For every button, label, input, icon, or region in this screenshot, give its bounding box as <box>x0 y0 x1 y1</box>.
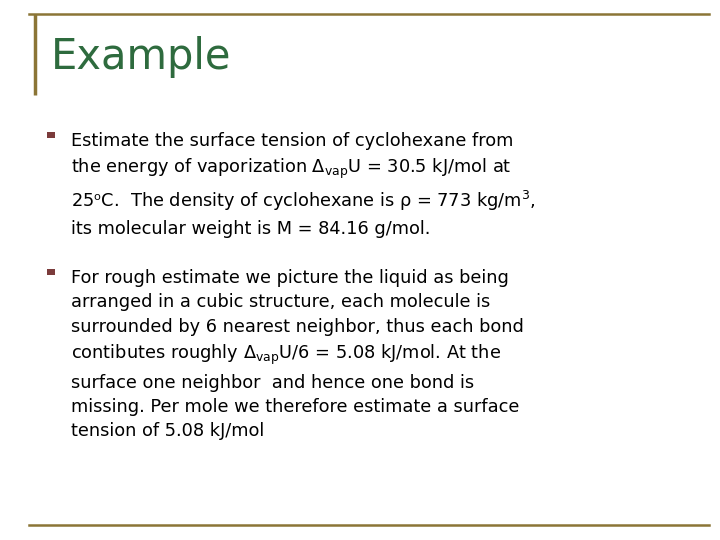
Text: For rough estimate we picture the liquid as being
arranged in a cubic structure,: For rough estimate we picture the liquid… <box>71 269 523 440</box>
Bar <box>47 269 55 275</box>
Bar <box>47 132 55 138</box>
Text: Estimate the surface tension of cyclohexane from
the energy of vaporization Δ$_{: Estimate the surface tension of cyclohex… <box>71 132 535 238</box>
Text: Example: Example <box>50 36 231 78</box>
